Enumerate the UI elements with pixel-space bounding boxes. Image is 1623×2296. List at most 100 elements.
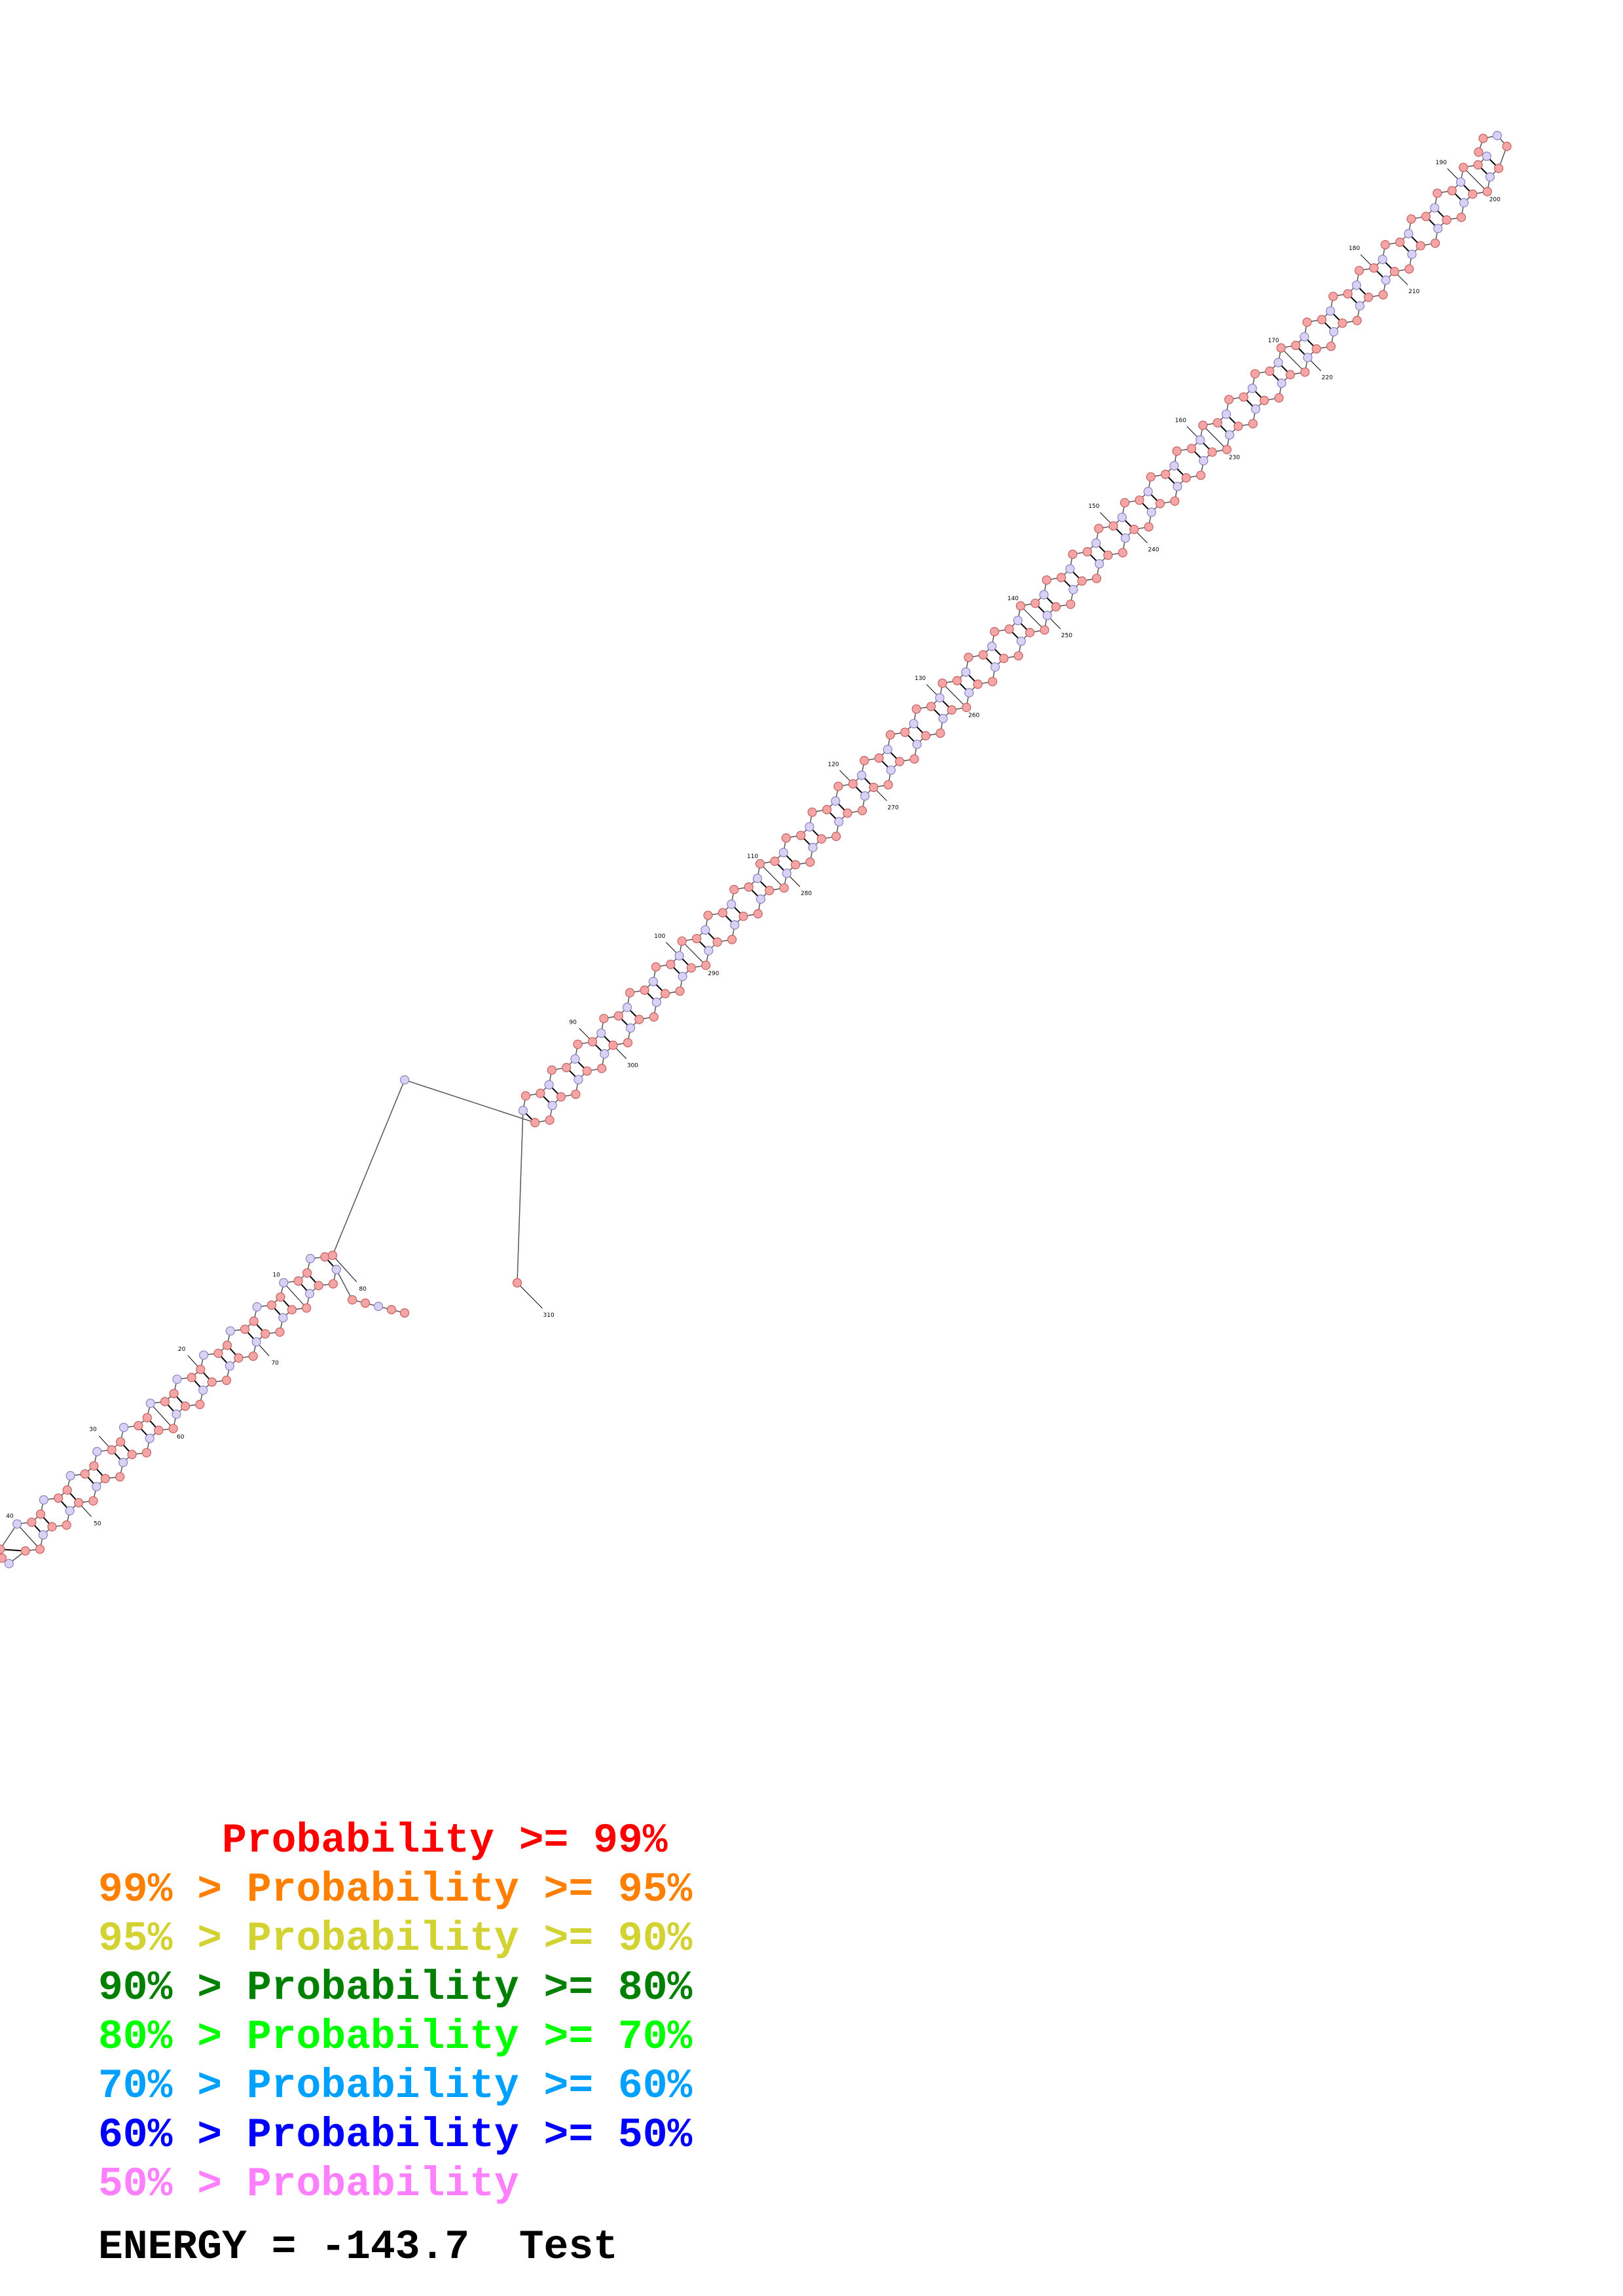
nucleotide-circle — [4, 1558, 14, 1569]
nucleotide-circle — [1352, 315, 1362, 325]
legend-row-label: Probability >= 99% — [222, 1818, 668, 1864]
nucleotide-circle — [195, 1399, 205, 1409]
nucleotide-circle — [805, 822, 814, 832]
legend-row-prefix — [98, 1818, 222, 1864]
nucleotide-circle — [1277, 378, 1286, 388]
nucleotide-circle — [753, 908, 763, 919]
nucleotide-circle — [240, 1324, 250, 1335]
nucleotide-circle — [938, 713, 948, 723]
nucleotide-circle — [935, 693, 945, 703]
tick-label: 100 — [654, 933, 665, 940]
nucleotide-circle — [1091, 573, 1102, 583]
nucleotide-circle — [347, 1295, 357, 1305]
nucleotide-circle — [145, 1399, 155, 1408]
nucleotide-circle — [1082, 547, 1092, 557]
nucleotide-circle — [1447, 186, 1457, 196]
legend-row: 95% > Probability >= 90% — [98, 1914, 692, 1964]
legend-row-label: Probability >= 60% — [246, 2063, 693, 2109]
nucleotide-circle — [1407, 249, 1417, 259]
nucleotide-circle — [1016, 636, 1026, 646]
nucleotide-circle — [100, 1473, 110, 1484]
nucleotide-circle — [822, 804, 832, 815]
tick-label: 280 — [801, 891, 812, 897]
tick-mark — [332, 1255, 357, 1283]
nucleotide-circle — [634, 1014, 644, 1024]
nucleotide-circle — [1094, 524, 1104, 533]
nucleotide-circle — [127, 1450, 137, 1460]
tick-label: 40 — [6, 1513, 14, 1520]
nucleotide-circle — [1068, 584, 1078, 594]
nucleotide-circle — [1169, 461, 1179, 471]
nucleotide-circle — [608, 1040, 618, 1050]
nucleotide-circle — [248, 1352, 258, 1361]
nucleotide-circle — [703, 910, 713, 920]
nucleotide-circle — [1103, 550, 1113, 560]
tick-label: 50 — [94, 1521, 101, 1528]
legend-row-prefix: 80% > — [98, 2014, 247, 2060]
nucleotide-circle — [172, 1409, 181, 1419]
nucleotide-circle — [275, 1327, 285, 1337]
tick-mark — [517, 1282, 543, 1309]
energy-value: -143.7 — [321, 2224, 470, 2270]
nucleotide-circle — [1300, 332, 1309, 342]
nucleotide-circle — [1259, 395, 1269, 405]
nucleotide-circle — [168, 1424, 178, 1433]
nucleotide-circle — [909, 719, 919, 728]
nucleotide-circle — [225, 1361, 234, 1371]
nucleotide-circle — [755, 859, 765, 869]
tick-label: 90 — [569, 1019, 577, 1026]
nucleotide-circle — [536, 1088, 545, 1098]
nucleotide-circle — [1181, 473, 1191, 483]
tick-label: 170 — [1268, 338, 1279, 344]
nucleotide-circle — [35, 1509, 46, 1519]
nucleotide-circle — [1198, 420, 1208, 430]
tick-label: 230 — [1229, 455, 1240, 461]
nucleotide-circle — [660, 989, 670, 999]
energy-label: ENERGY = — [98, 2224, 321, 2270]
nucleotide-circle — [0, 1553, 7, 1563]
nucleotide-circle — [600, 1049, 610, 1059]
nucleotide-circle — [857, 806, 867, 816]
legend-row-label: Probability — [246, 2161, 519, 2208]
legend-row-label: Probability >= 95% — [246, 1867, 693, 1913]
nucleotide-circle — [1144, 522, 1154, 532]
tick-label: 220 — [1322, 375, 1333, 382]
nucleotide-circle — [65, 1471, 75, 1480]
tick-label: 30 — [89, 1427, 97, 1433]
nucleotide-circle — [1042, 611, 1052, 620]
nucleotide-circle — [651, 997, 661, 1007]
nucleotide-circle — [727, 899, 737, 909]
nucleotide-circle — [65, 1506, 75, 1516]
nucleotide-circle — [782, 869, 792, 878]
tick-label: 250 — [1061, 633, 1072, 639]
nucleotide-circle — [154, 1426, 164, 1435]
nucleotide-circle — [1030, 598, 1040, 608]
nucleotide-circle — [304, 1289, 315, 1299]
nucleotide-circle — [701, 925, 710, 935]
nucleotide-circle — [62, 1485, 72, 1495]
nucleotide-circle — [973, 679, 983, 689]
nucleotide-circle — [886, 765, 896, 775]
nucleotide-circle — [545, 1115, 555, 1125]
nucleotide-circle — [1207, 447, 1217, 457]
nucleotide-circle — [678, 971, 687, 982]
nucleotide-circle — [116, 1437, 126, 1447]
nucleotide-circle — [1077, 576, 1087, 586]
nucleotide-circle — [1492, 131, 1503, 141]
nucleotide-circle — [883, 744, 892, 755]
nucleotide-circle — [587, 1037, 598, 1047]
nucleotide-circle — [1146, 507, 1156, 517]
nucleotide-circle — [1247, 384, 1257, 393]
nucleotide-circle — [883, 780, 893, 790]
nucleotide-circle — [651, 962, 661, 972]
nucleotide-circle — [134, 1421, 143, 1431]
nucleotide-circle — [1455, 177, 1466, 187]
nucleotide-circle — [1004, 624, 1014, 634]
nucleotide-circle — [596, 1028, 606, 1038]
nucleotide-circle — [1404, 228, 1413, 239]
legend-row: 90% > Probability >= 80% — [98, 1964, 692, 2013]
nucleotide-circle — [1494, 164, 1504, 173]
nucleotide-circle — [1091, 538, 1101, 548]
nucleotide-circle — [302, 1268, 312, 1278]
energy-line: ENERGY = -143.7 Test — [98, 2224, 618, 2270]
